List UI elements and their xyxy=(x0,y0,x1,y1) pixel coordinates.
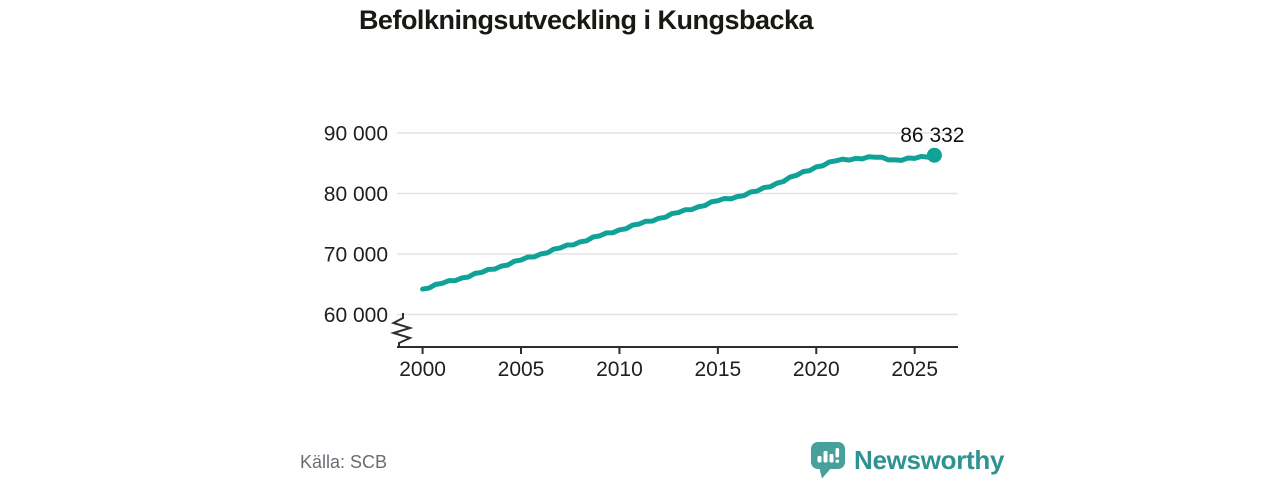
y-tick-label: 60 000 xyxy=(324,304,388,327)
x-tick-label: 2000 xyxy=(399,358,446,381)
x-tick-label: 2005 xyxy=(498,358,545,381)
x-tick-label: 2015 xyxy=(694,358,741,381)
newsworthy-speech-bubble-chart-icon xyxy=(811,442,845,479)
x-tick-label: 2025 xyxy=(891,358,938,381)
newsworthy-wordmark: Newsworthy xyxy=(854,444,1005,475)
axis-break-zigzag xyxy=(390,313,414,347)
population-line xyxy=(420,152,937,292)
population-line-chart: 60 000 70 000 80 000 90 000 2000 2005 2010 2015… xyxy=(324,123,965,382)
x-tick-label: 2020 xyxy=(793,358,840,381)
source-label: Källa: SCB xyxy=(300,452,388,472)
chart-title: Befolkningsutveckling i Kungsbacka xyxy=(358,5,814,35)
y-tick-label: 90 000 xyxy=(324,123,388,146)
y-tick-label: 70 000 xyxy=(324,244,388,267)
newsworthy-logo: Newsworthy xyxy=(810,441,1004,479)
x-tick-label: 2010 xyxy=(596,358,643,381)
endpoint-dot xyxy=(926,147,942,163)
y-tick-label: 80 000 xyxy=(324,183,388,206)
last-value-label: 86 332 xyxy=(900,124,964,147)
